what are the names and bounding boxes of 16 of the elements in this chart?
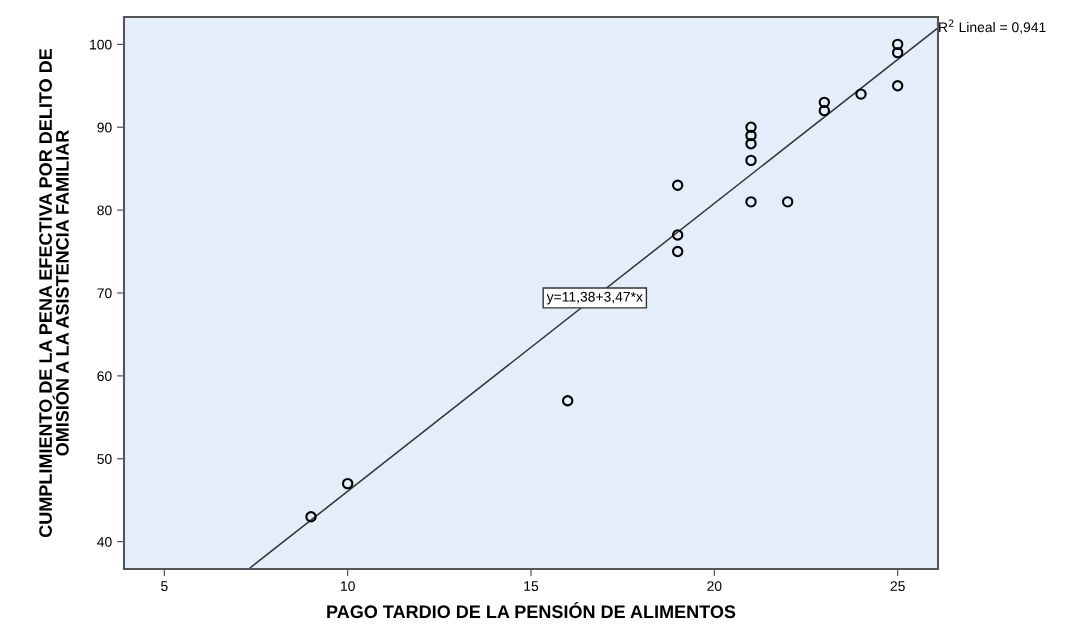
annotation: R$^{2}$ Lineal = 0,941 (939, 19, 1046, 34)
y-axis-title: CUMPLIMIENTO DE LA PENA EFECTIVA POR DELITO DE OMISIÓN A LA ASISTENCIA FAMILIAR (39, 48, 69, 538)
x-tick-label: 20 (707, 581, 722, 592)
x-tick-label: 25 (890, 581, 905, 592)
x-axis-title: PAGO TARDIO DE LA PENSIÓN DE ALIMENTOS (327, 601, 736, 619)
y-tick-label: 100 (90, 39, 112, 50)
annotation: y=11,38+3,47*x (546, 291, 643, 305)
y-tick-label: 80 (97, 205, 112, 216)
y-tick-label: 70 (97, 288, 112, 299)
y-tick-label: 90 (97, 122, 112, 133)
y-tick-label: 50 (97, 454, 112, 464)
x-tick-label: 5 (161, 581, 168, 592)
y-tick-label: 40 (97, 536, 112, 547)
y-tick-label: 60 (97, 371, 112, 382)
x-tick-label: 10 (341, 581, 355, 592)
x-tick-label: 15 (524, 581, 539, 592)
